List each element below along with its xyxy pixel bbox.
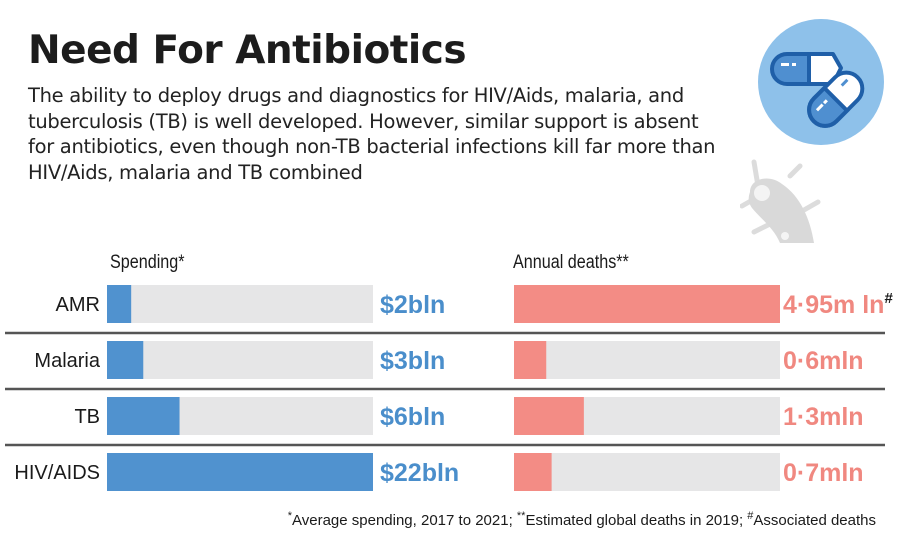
spending-bar [107, 397, 180, 435]
category-label: AMR [56, 294, 100, 316]
deaths-bar-track [514, 453, 780, 491]
deaths-value-label: 1·3mln [783, 403, 864, 431]
spending-value-label: $22bln [380, 459, 459, 487]
spending-bar [107, 453, 373, 491]
spending-header: Spending* [110, 252, 185, 273]
deaths-bar [514, 341, 547, 379]
footnote-text-1: Average spending, 2017 to 2021; [292, 512, 517, 529]
spending-bar [107, 341, 144, 379]
category-label: Malaria [34, 350, 100, 372]
deaths-value-label: 0·6mln [783, 347, 864, 375]
spending-value-label: $6bln [380, 403, 445, 431]
associated-deaths-mark: # [884, 290, 893, 307]
spending-value-label: $2bln [380, 291, 445, 319]
footnote-mark-1: * [287, 510, 292, 522]
category-label: TB [74, 406, 100, 428]
footnote-mark-3: # [747, 510, 754, 522]
spending-value-label: $3bln [380, 347, 445, 375]
footnote: *Average spending, 2017 to 2021; **Estim… [288, 510, 876, 529]
chart-title: Need For Antibiotics [28, 28, 467, 73]
spending-bar [107, 285, 132, 323]
spending-bar-track [107, 285, 373, 323]
deaths-value-label: 0·7mln [783, 459, 864, 487]
chart-subtitle: The ability to deploy drugs and diagnost… [28, 84, 716, 184]
category-label: HIV/AIDS [14, 462, 100, 484]
bacteria-icon [740, 159, 821, 243]
footnote-mark-2: ** [516, 510, 526, 522]
spending-bar-track [107, 341, 373, 379]
footnote-text-2: Estimated global deaths in 2019; [525, 512, 748, 529]
deaths-bar [514, 285, 780, 323]
deaths-value-label: 4·95m ln# [783, 290, 893, 319]
deaths-bar [514, 397, 584, 435]
pills-icon [758, 19, 884, 145]
deaths-header: Annual deaths** [513, 252, 629, 273]
bar-chart: AMR $2bln 4·95m ln# Malaria $3bln 0·6mln TB $6b… [5, 285, 893, 491]
footnote-text-3: Associated deaths [753, 512, 876, 529]
deaths-bar-track [514, 341, 780, 379]
deaths-bar [514, 453, 552, 491]
